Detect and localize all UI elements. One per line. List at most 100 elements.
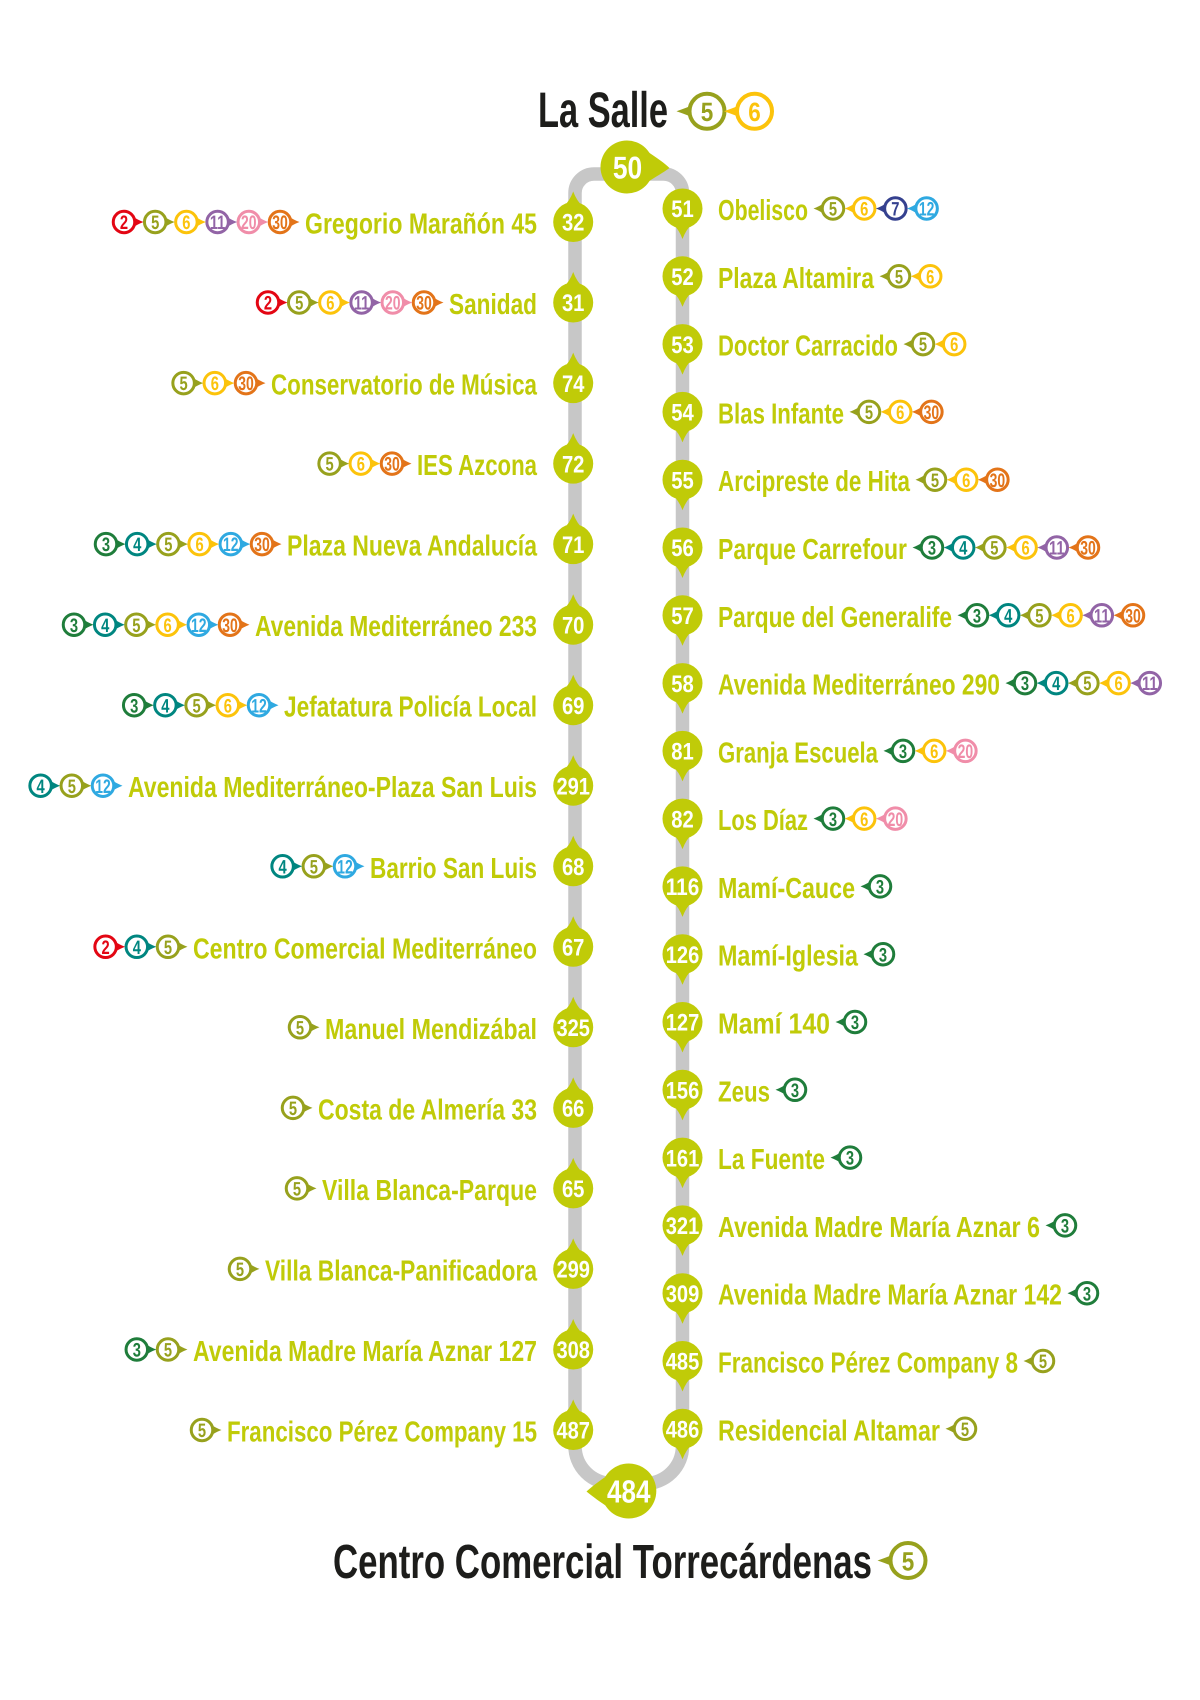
svg-text:53: 53 <box>671 332 694 359</box>
svg-text:12: 12 <box>337 856 353 878</box>
svg-text:5: 5 <box>1035 605 1043 627</box>
svg-text:12: 12 <box>223 534 239 556</box>
svg-text:11: 11 <box>354 293 370 315</box>
svg-text:116: 116 <box>666 874 700 901</box>
svg-text:Villa Blanca-Parque: Villa Blanca-Parque <box>322 1175 537 1207</box>
svg-text:3: 3 <box>879 944 887 966</box>
svg-text:5: 5 <box>829 199 837 221</box>
svg-text:6: 6 <box>357 454 365 476</box>
svg-text:309: 309 <box>666 1281 700 1308</box>
svg-text:30: 30 <box>254 534 270 556</box>
svg-text:3: 3 <box>851 1012 859 1034</box>
svg-text:5: 5 <box>68 776 76 798</box>
svg-text:4: 4 <box>133 534 141 556</box>
svg-text:7: 7 <box>891 199 899 221</box>
svg-text:La Fuente: La Fuente <box>718 1144 825 1176</box>
svg-text:5: 5 <box>961 1419 969 1441</box>
svg-text:54: 54 <box>671 400 694 427</box>
svg-text:3: 3 <box>791 1080 799 1102</box>
svg-text:Gregorio Marañón 45: Gregorio Marañón 45 <box>305 209 537 241</box>
svg-text:5: 5 <box>895 266 903 288</box>
svg-text:5: 5 <box>193 695 201 717</box>
svg-text:5: 5 <box>295 293 303 315</box>
svg-text:5: 5 <box>1039 1351 1047 1373</box>
svg-text:6: 6 <box>926 266 934 288</box>
svg-text:Plaza Nueva Andalucía: Plaza Nueva Andalucía <box>287 531 538 563</box>
svg-text:La Salle: La Salle <box>538 82 668 138</box>
svg-text:71: 71 <box>562 532 585 559</box>
svg-text:6: 6 <box>860 199 868 221</box>
svg-text:Avenida Madre María Aznar 142: Avenida Madre María Aznar 142 <box>718 1280 1062 1312</box>
svg-text:12: 12 <box>191 615 207 637</box>
svg-text:4: 4 <box>37 776 45 798</box>
svg-text:484: 484 <box>607 1474 651 1510</box>
svg-text:5: 5 <box>990 538 998 560</box>
svg-text:20: 20 <box>385 293 401 315</box>
svg-text:20: 20 <box>888 809 904 831</box>
svg-text:81: 81 <box>671 739 694 766</box>
svg-text:12: 12 <box>251 695 267 717</box>
svg-text:56: 56 <box>671 535 694 562</box>
svg-text:Francisco Pérez Company 15: Francisco Pérez Company 15 <box>227 1417 537 1449</box>
svg-text:5: 5 <box>310 856 318 878</box>
svg-text:Zeus: Zeus <box>718 1076 770 1108</box>
svg-text:3: 3 <box>70 615 78 637</box>
svg-text:2: 2 <box>264 293 272 315</box>
svg-text:6: 6 <box>164 615 172 637</box>
svg-text:50: 50 <box>613 150 642 186</box>
svg-text:5: 5 <box>151 212 159 234</box>
svg-text:68: 68 <box>562 854 585 881</box>
svg-text:Obelisco: Obelisco <box>718 195 808 227</box>
svg-text:4: 4 <box>279 856 287 878</box>
svg-text:30: 30 <box>222 615 238 637</box>
svg-text:3: 3 <box>130 695 138 717</box>
svg-text:4: 4 <box>161 695 169 717</box>
svg-text:6: 6 <box>1022 538 1030 560</box>
svg-text:74: 74 <box>562 371 585 398</box>
svg-text:Parque Carrefour: Parque Carrefour <box>718 534 907 566</box>
svg-text:5: 5 <box>293 1179 301 1201</box>
svg-text:Manuel Mendizábal: Manuel Mendizábal <box>325 1014 537 1046</box>
svg-text:3: 3 <box>1021 673 1029 695</box>
svg-text:4: 4 <box>1052 673 1060 695</box>
svg-text:Costa de Almería 33: Costa de Almería 33 <box>318 1094 537 1126</box>
svg-text:65: 65 <box>562 1176 585 1203</box>
svg-text:3: 3 <box>1083 1283 1091 1305</box>
svg-text:67: 67 <box>562 935 585 962</box>
svg-text:3: 3 <box>102 534 110 556</box>
svg-text:Blas Infante: Blas Infante <box>718 398 844 430</box>
svg-text:30: 30 <box>1125 605 1141 627</box>
svg-text:31: 31 <box>562 290 585 317</box>
svg-text:3: 3 <box>899 741 907 763</box>
svg-text:30: 30 <box>416 293 432 315</box>
svg-text:Francisco Pérez Company 8: Francisco Pérez Company 8 <box>718 1348 1018 1380</box>
svg-text:30: 30 <box>1080 538 1096 560</box>
svg-text:4: 4 <box>1004 605 1012 627</box>
svg-text:Centro Comercial Torrecárdenas: Centro Comercial Torrecárdenas <box>333 1536 872 1589</box>
svg-text:Arcipreste de Hita: Arcipreste de Hita <box>718 466 911 498</box>
svg-text:3: 3 <box>1061 1216 1069 1238</box>
svg-text:5: 5 <box>198 1420 206 1442</box>
svg-text:6: 6 <box>182 212 190 234</box>
svg-text:156: 156 <box>666 1078 700 1105</box>
svg-text:485: 485 <box>666 1349 700 1376</box>
svg-text:12: 12 <box>95 776 111 798</box>
svg-text:32: 32 <box>562 210 585 237</box>
svg-text:11: 11 <box>1094 605 1110 627</box>
svg-text:70: 70 <box>562 612 585 639</box>
svg-text:Mamí-Cauce: Mamí-Cauce <box>718 873 855 905</box>
svg-text:5: 5 <box>1083 673 1091 695</box>
svg-text:55: 55 <box>671 467 694 494</box>
svg-text:30: 30 <box>990 470 1006 492</box>
svg-text:Avenida Madre María Aznar 127: Avenida Madre María Aznar 127 <box>193 1336 537 1368</box>
svg-text:5: 5 <box>132 615 140 637</box>
svg-text:6: 6 <box>224 695 232 717</box>
svg-text:51: 51 <box>671 196 694 223</box>
svg-text:486: 486 <box>666 1417 700 1444</box>
svg-text:4: 4 <box>101 615 109 637</box>
svg-text:4: 4 <box>959 538 967 560</box>
svg-text:5: 5 <box>919 334 927 356</box>
svg-text:Villa Blanca-Panificadora: Villa Blanca-Panificadora <box>265 1255 538 1287</box>
svg-text:Plaza Altamira: Plaza Altamira <box>718 263 875 295</box>
svg-text:Avenida Mediterráneo 233: Avenida Mediterráneo 233 <box>255 611 537 643</box>
